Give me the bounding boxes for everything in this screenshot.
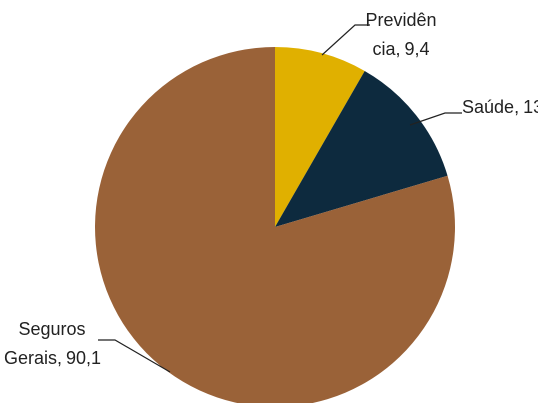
leader-line [321,24,370,56]
value-label: 9,4 [404,39,430,59]
category-label: Previdência [365,10,437,59]
slice-label: Seguros Gerais, 90,1 [4,315,102,373]
leader-line [409,112,462,126]
slice-label: Saúde,13,7 [462,93,538,122]
separator: , [514,97,520,117]
value-label: 13,7 [523,97,538,117]
pie-slice [95,47,455,403]
category-label: Seguros Gerais [4,319,86,368]
slice-label: Previdência, 9,4 [362,6,440,64]
leader-line [98,339,171,373]
pie-slice [275,70,448,227]
separator: , [395,39,401,59]
pie-slice [275,47,365,227]
separator: , [57,348,63,368]
value-label: 90,1 [66,348,102,368]
category-label: Saúde [462,97,515,117]
